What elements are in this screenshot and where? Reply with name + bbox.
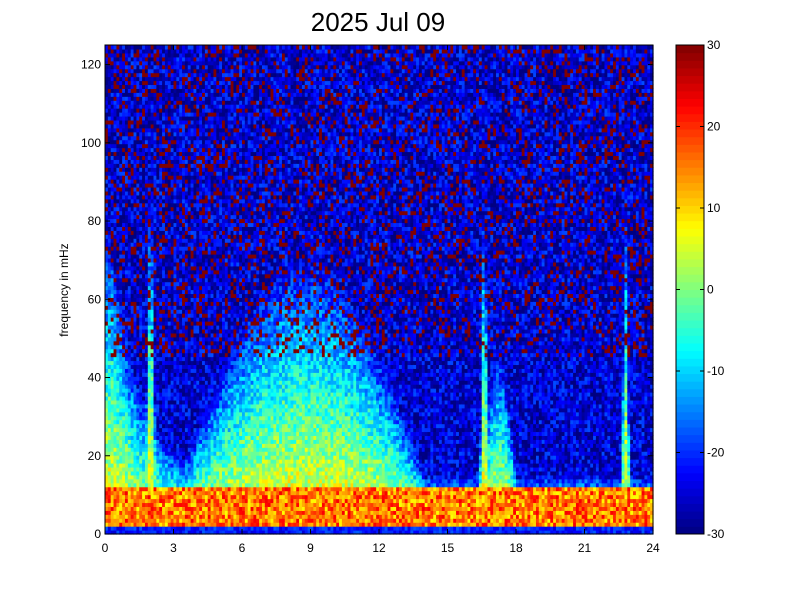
chart-title: 2025 Jul 09 — [311, 7, 445, 37]
heatmap-cells — [105, 45, 654, 535]
